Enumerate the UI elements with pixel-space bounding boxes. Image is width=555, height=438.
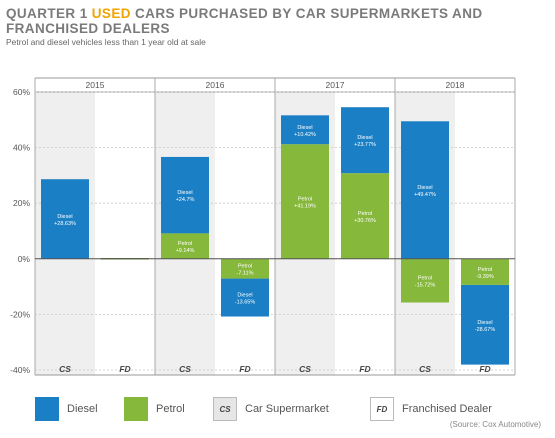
diesel-data-label: +10.42% [294,132,316,138]
legend-label-car-supermarket: Car Supermarket [245,403,329,415]
petrol-name-label: Petrol [418,276,432,282]
diesel-data-label: -13.65% [235,300,256,306]
diesel-bar [281,115,329,145]
legend-label-franchised-dealer: Franchised Dealer [402,403,492,415]
chart-subtitle: Petrol and diesel vehicles less than 1 y… [6,37,206,47]
y-tick-label: 40% [13,143,30,153]
petrol-name-label: Petrol [358,211,372,217]
diesel-data-label: -28.67% [475,327,496,333]
petrol-data-label: +30.76% [354,218,376,224]
channel-label: CS [299,364,311,374]
legend-label-petrol: Petrol [156,403,185,415]
channel-label: FD [479,364,490,374]
diesel-name-label: Diesel [177,190,192,196]
y-tick-label: -40% [10,365,30,375]
petrol-name-label: Petrol [178,241,192,247]
diesel-data-label: +23.77% [354,142,376,148]
year-label: 2017 [326,80,345,90]
y-tick-label: 60% [13,87,30,97]
diesel-data-label: +49.47% [414,192,436,198]
legend-swatch-fd: FD [370,397,394,421]
diesel-bar [341,107,389,174]
petrol-data-label: -9.39% [476,274,494,280]
channel-label: FD [119,364,130,374]
diesel-name-label: Diesel [57,214,72,220]
petrol-data-label: +41.19% [294,204,316,210]
diesel-bar [221,278,269,317]
legend-item-franchised-dealer: FD Franchised Dealer [370,396,492,422]
petrol-name-label: Petrol [298,197,312,203]
source-note: (Source: Cox Automotive) [449,420,541,429]
channel-label: CS [59,364,71,374]
year-label: 2016 [206,80,225,90]
diesel-name-label: Diesel [477,320,492,326]
petrol-bar [161,233,209,259]
legend-item-petrol: Petrol [124,396,185,422]
petrol-bar [461,258,509,285]
channel-label: CS [179,364,191,374]
chart-title: QUARTER 1 USED CARS PURCHASED BY CAR SUP… [6,6,483,36]
petrol-data-label: -7.11% [236,271,253,277]
petrol-bar [401,258,449,303]
channel-label: CS [419,364,431,374]
diesel-bar [401,121,449,259]
petrol-bar [221,258,269,279]
legend-swatch-diesel [35,397,59,421]
year-label: 2018 [446,80,465,90]
channel-label: FD [359,364,370,374]
petrol-name-label: Petrol [238,264,252,270]
petrol-data-label: -15.72% [415,283,436,289]
diesel-name-label: Diesel [297,125,312,131]
legend-swatch-cs: CS [213,397,237,421]
legend-swatch-petrol [124,397,148,421]
legend-item-diesel: Diesel [35,396,98,422]
legend-label-diesel: Diesel [67,403,98,415]
year-label: 2015 [86,80,105,90]
legend: Diesel Petrol CS Car Supermarket FD Fran… [0,396,555,424]
diesel-bar [461,284,509,365]
petrol-data-label: +9.14% [176,248,195,254]
petrol-bar [281,144,329,259]
petrol-name-label: Petrol [478,267,492,273]
legend-item-car-supermarket: CS Car Supermarket [213,396,329,422]
y-tick-label: 0% [18,254,31,264]
channel-label: FD [239,364,250,374]
y-tick-label: 20% [13,198,30,208]
diesel-name-label: Diesel [357,135,372,141]
diesel-bar [41,179,89,259]
diesel-data-label: +24.7% [176,197,195,203]
diesel-data-label: +28.63% [54,221,76,227]
y-tick-label: -20% [10,309,30,319]
diesel-name-label: Diesel [237,293,252,299]
diesel-bar [161,156,209,234]
petrol-bar [341,173,389,259]
diesel-name-label: Diesel [417,185,432,191]
bar-chart: 2015 2016 2017 2018 60% 40% 20% 0% -20% -40% Diese… [10,77,516,376]
